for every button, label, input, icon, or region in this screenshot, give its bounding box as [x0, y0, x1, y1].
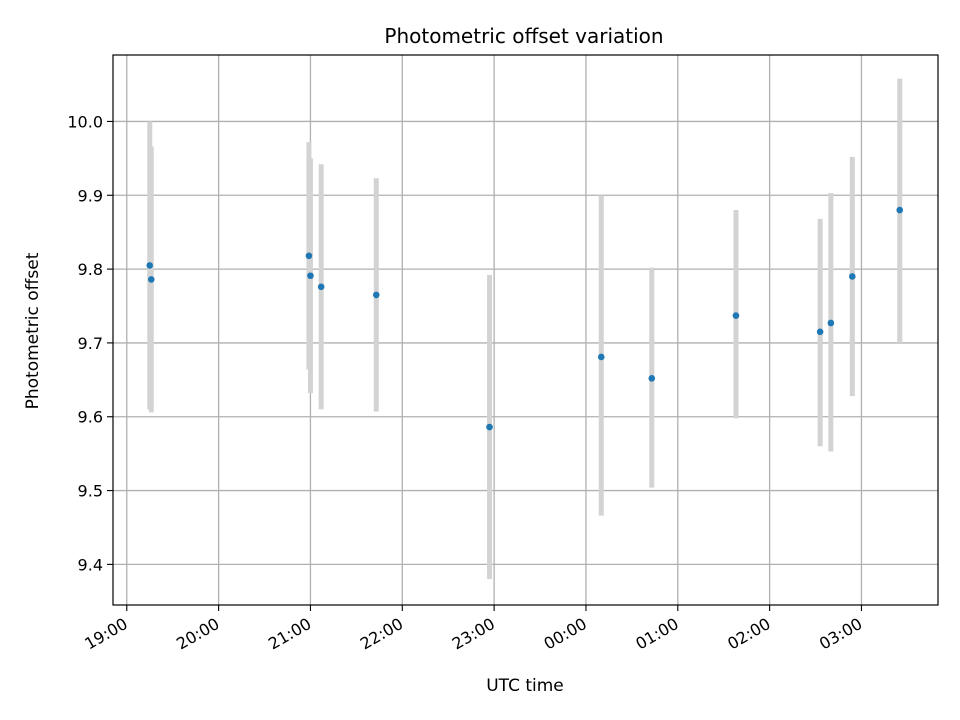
y-tick-label: 9.8 [78, 260, 103, 279]
y-tick-label: 9.5 [78, 482, 103, 501]
data-point [848, 273, 856, 280]
data-point [816, 328, 824, 336]
chart-title: Photometric offset variation [384, 24, 663, 48]
data-point [896, 206, 904, 214]
y-tick-label: 9.9 [78, 186, 103, 205]
data-point [648, 375, 656, 382]
x-axis-title: UTC time [486, 676, 564, 696]
data-point [372, 291, 380, 299]
y-tick-label: 9.6 [78, 408, 103, 427]
y-tick-label: 9.7 [78, 334, 103, 353]
data-point [597, 353, 605, 361]
data-point [317, 283, 325, 291]
data-point [147, 276, 155, 283]
y-axis-title: Photometric offset [23, 252, 43, 409]
data-point [307, 272, 314, 280]
y-tick-label: 10.0 [67, 112, 103, 131]
data-point [732, 312, 740, 319]
data-point [146, 262, 154, 269]
y-tick-label: 9.4 [78, 555, 103, 574]
data-point [305, 252, 313, 260]
data-point [827, 319, 835, 327]
point-layer [146, 206, 904, 431]
plot-frame [112, 54, 939, 606]
grid-layer [113, 55, 938, 605]
data-point [486, 423, 493, 431]
